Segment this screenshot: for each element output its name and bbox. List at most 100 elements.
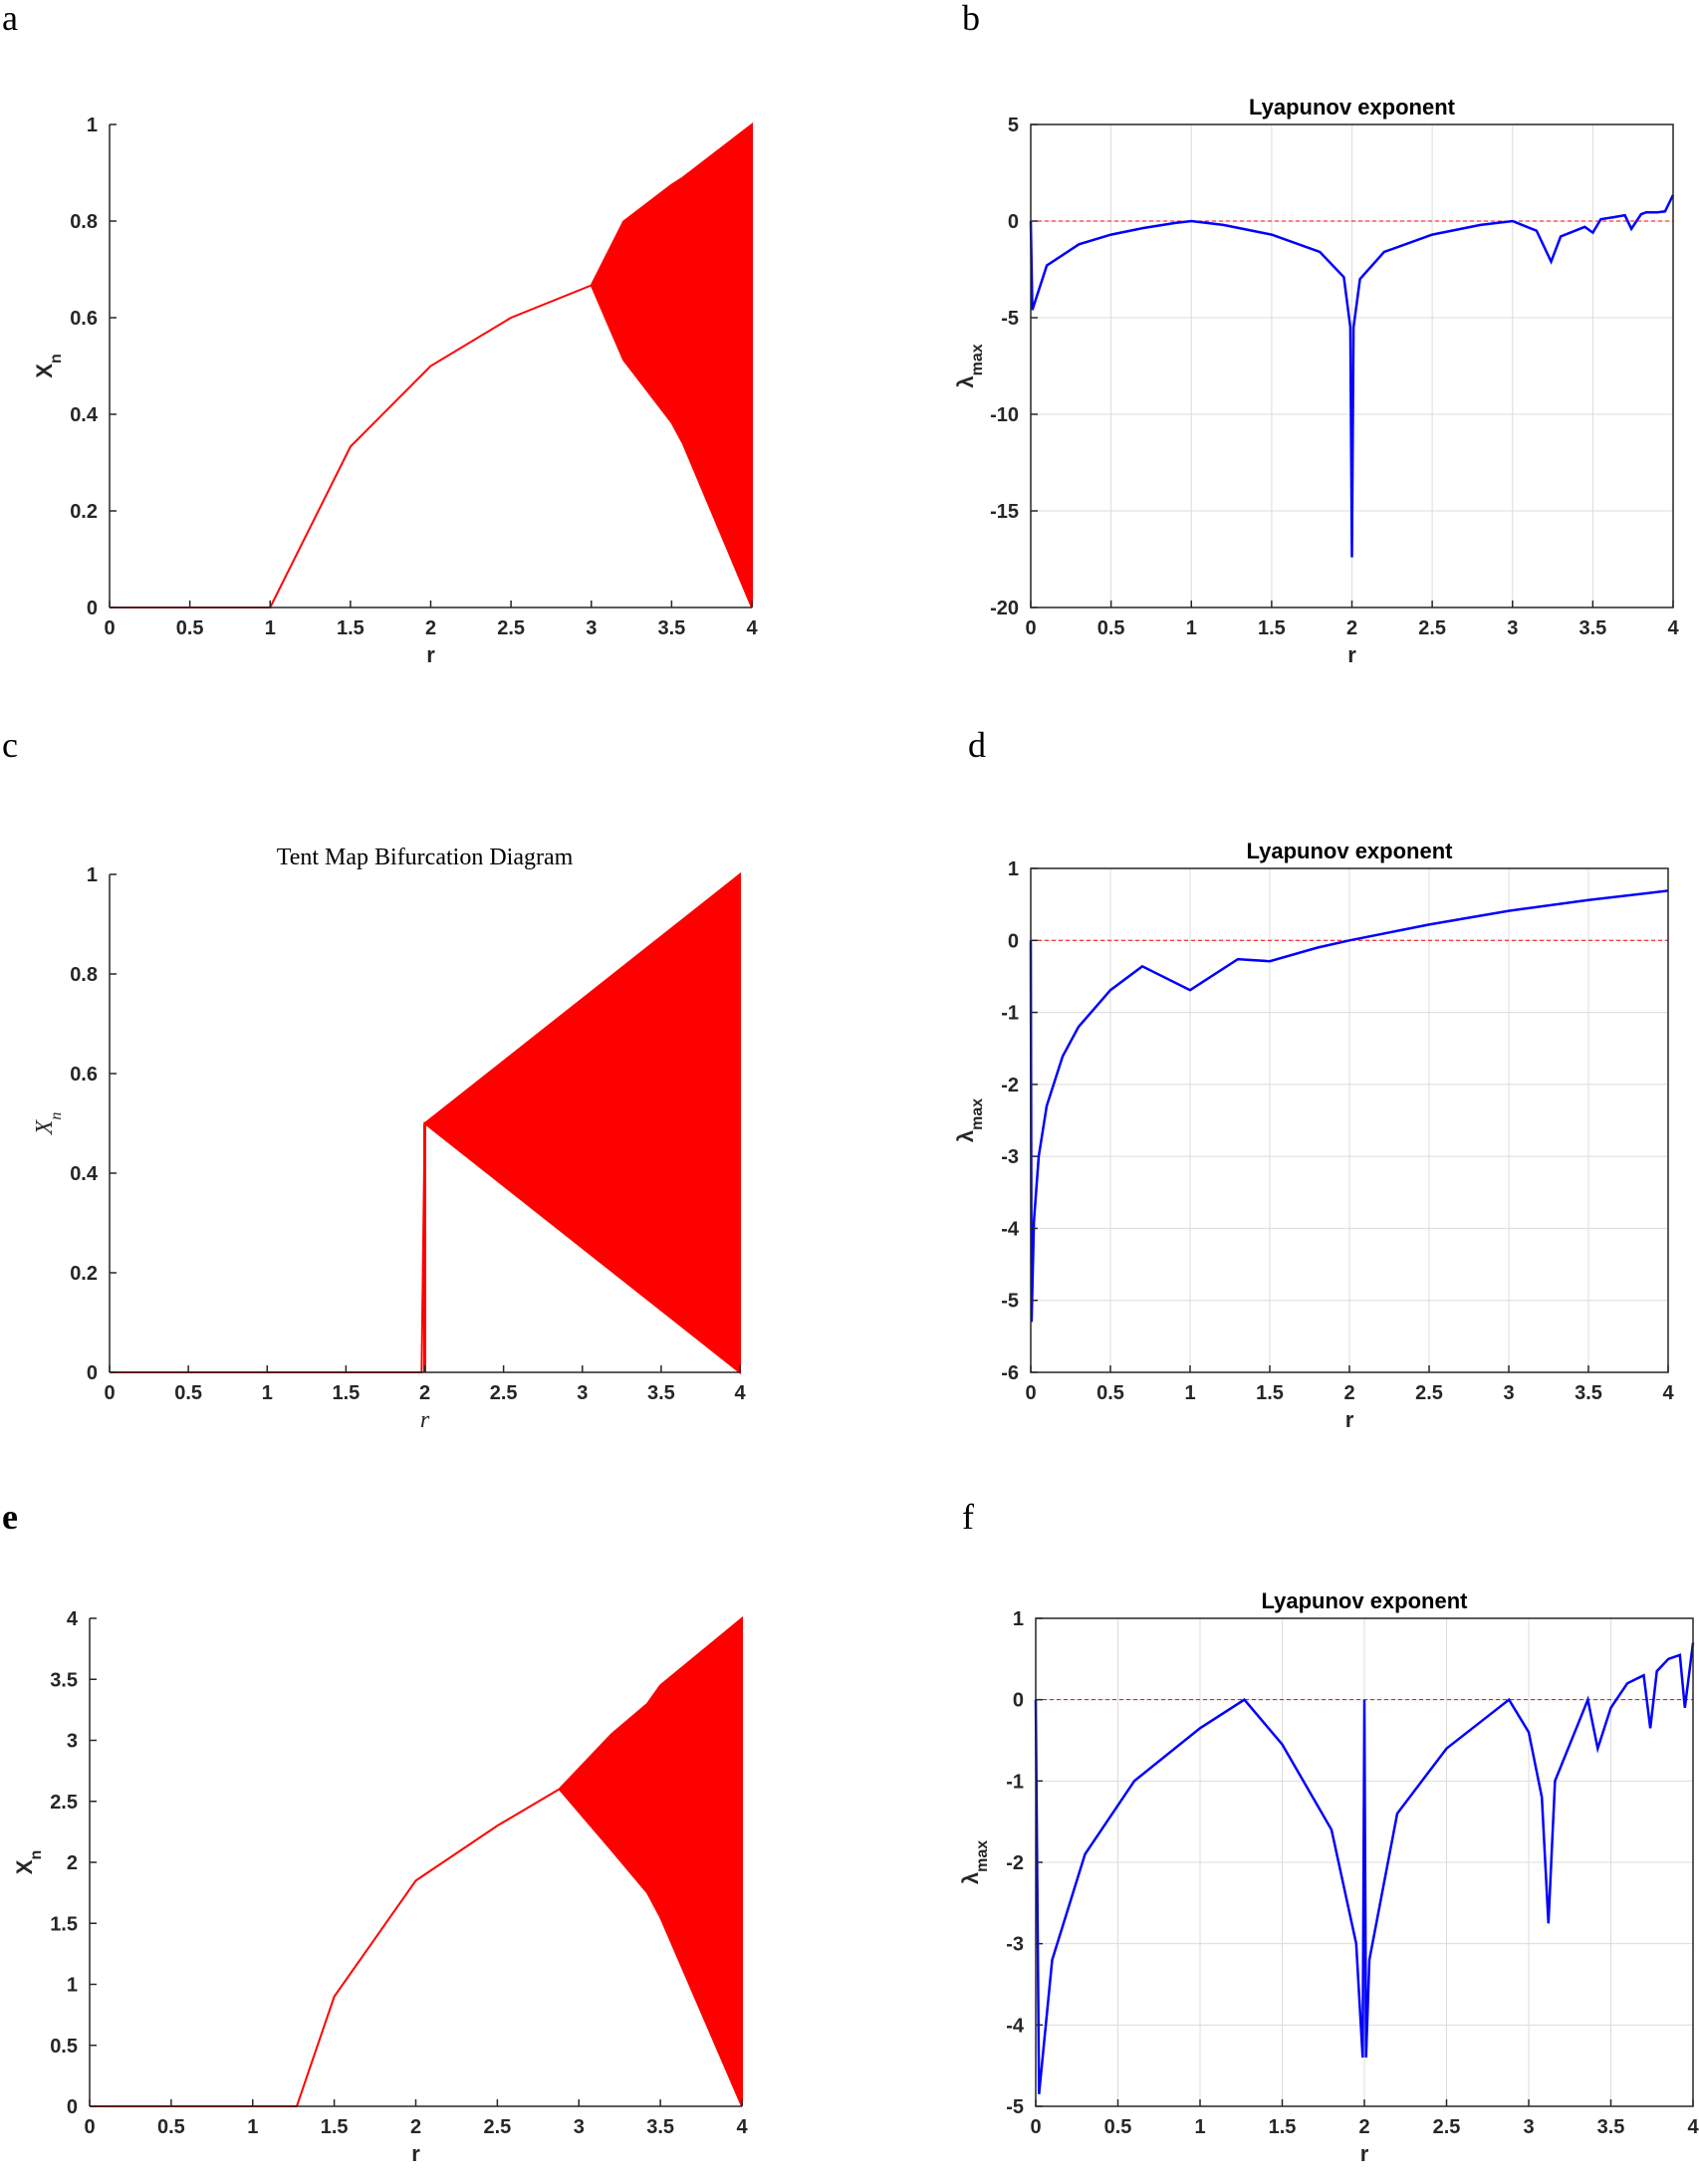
x-tick-label: 0.5: [1104, 2116, 1132, 2138]
charts: 0 0.5 1 1.5 2 2.5 3 3.5 4 0 0.2 0.4 0.6 0.8 1 r Xn 0 0.5 1 1…: [12, 95, 1699, 2166]
x-tick-label: 3: [1503, 1382, 1514, 1404]
y-tick-label: -10: [990, 404, 1019, 426]
y-tick-label: 0: [87, 1362, 98, 1384]
x-axis-label: r: [1360, 2141, 1369, 2166]
y-tick-label: -2: [1001, 1075, 1019, 1096]
y-tick-label: 0.6: [70, 308, 98, 330]
lyapunov-series-line: [1029, 194, 1675, 558]
panel-letter-d: d: [968, 725, 986, 765]
x-tick-label: 4: [746, 617, 758, 639]
y-tick-label: 0: [1008, 930, 1019, 952]
chart-title: Lyapunov exponent: [1262, 1588, 1469, 1613]
chart-panel-d: 0 0.5 1 1.5 2 2.5 3 3.5 4 -6 -5 -4 -3 -2 -1 0 1 r λmax Lyap…: [953, 839, 1674, 1432]
x-tick-label: 3.5: [1597, 2116, 1625, 2138]
lyapunov-series-line: [1029, 889, 1669, 1323]
y-tick-label: 1: [87, 864, 98, 886]
chart-title: Tent Map Bifurcation Diagram: [277, 845, 574, 870]
x-tick-label: 2.5: [490, 1382, 518, 1404]
x-tick-label: 2.5: [1433, 2116, 1461, 2138]
y-axis-label-subscript: max: [969, 344, 986, 375]
y-tick-label: 2.5: [50, 1792, 78, 1814]
y-tick-label: -2: [1006, 1852, 1024, 1874]
x-tick-label: 0.5: [157, 2116, 185, 2138]
y-axis-label: λmax: [953, 344, 986, 387]
x-tick-label: 4: [1662, 1382, 1674, 1404]
x-tick-label: 2: [419, 1382, 430, 1404]
y-tick-label: 0.8: [70, 211, 98, 233]
y-tick-label: 4: [67, 1608, 79, 1630]
chart-panel-e: 0 0.5 1 1.5 2 2.5 3 3.5 4 0 0.5 1 1.5 2 2.5 3 3.5 4 r Xn: [12, 1608, 748, 2166]
y-axis-label: λmax: [953, 1098, 986, 1142]
y-tick-label: -4: [1001, 1218, 1020, 1240]
x-tick-label: 2: [1346, 617, 1357, 639]
y-tick-label: -1: [1001, 1003, 1019, 1025]
x-tick-label: 3: [586, 617, 597, 639]
x-tick-label: 1: [247, 2116, 258, 2138]
y-tick-label: 0.6: [70, 1064, 98, 1086]
y-axis-label-main: X: [12, 1859, 37, 1874]
y-tick-label: -15: [990, 501, 1019, 523]
panel-letter-c: c: [2, 725, 18, 765]
x-tick-label: 1.5: [1256, 1382, 1284, 1404]
y-axis-label-subscript: max: [974, 1840, 991, 1872]
x-tick-label: 1: [262, 1382, 273, 1404]
y-tick-label: 0.8: [70, 964, 98, 986]
y-tick-label: -5: [1006, 2096, 1024, 2118]
x-axis-label: r: [411, 2141, 420, 2166]
x-tick-label: 3.5: [1575, 1382, 1602, 1404]
y-tick-label: -4: [1006, 2015, 1025, 2037]
y-axis-label-main: λ: [958, 1872, 983, 1884]
x-tick-label: 0: [1025, 617, 1036, 639]
x-tick-label: 2: [410, 2116, 421, 2138]
x-axis-label: r: [1345, 1407, 1354, 1432]
x-tick-label: 0: [104, 1382, 115, 1404]
x-tick-label: 3: [577, 1382, 588, 1404]
y-axis-label-subscript: n: [48, 1112, 65, 1120]
y-tick-label: 1: [1013, 1608, 1024, 1630]
y-axis-label: Xn: [32, 354, 65, 377]
y-tick-label: 1.5: [50, 1913, 78, 1935]
chart-panel-b: 0 0.5 1 1.5 2 2.5 3 3.5 4 -20 -15 -10 -5 0 5 r λmax Lyapu…: [953, 95, 1679, 667]
y-tick-label: 1: [67, 1975, 78, 1997]
lyapunov-series-line: [1034, 1642, 1695, 2094]
x-tick-label: 1.5: [1269, 2116, 1297, 2138]
y-tick-label: -3: [1001, 1146, 1019, 1168]
y-tick-label: 0: [87, 598, 98, 619]
x-tick-label: 0: [1025, 1382, 1036, 1404]
panel-letter-f: f: [962, 1497, 974, 1537]
chart-panel-c: 0 0.5 1 1.5 2 2.5 3 3.5 4 0 0.2 0.4 0.6 0.8 1 r Xn Tent M…: [32, 845, 746, 1433]
panel-letter-a: a: [2, 0, 18, 38]
x-tick-label: 1.5: [337, 617, 364, 639]
y-axis-label: λmax: [958, 1840, 991, 1884]
y-axis-label-subscript: max: [969, 1098, 986, 1130]
y-axis-label-main: X: [32, 364, 57, 378]
x-tick-label: 1: [1186, 617, 1197, 639]
bifurcation-region: [110, 121, 753, 608]
y-tick-label: 5: [1008, 115, 1019, 136]
y-tick-label: -5: [1001, 308, 1019, 330]
y-axis-label: Xn: [32, 1112, 65, 1136]
chart-panel-a: 0 0.5 1 1.5 2 2.5 3 3.5 4 0 0.2 0.4 0.6 0.8 1 r Xn: [32, 115, 758, 667]
x-tick-label: 1.5: [332, 1382, 360, 1404]
panel-letter-b: b: [962, 0, 980, 38]
x-tick-label: 3.5: [647, 1382, 675, 1404]
chart-title: Lyapunov exponent: [1249, 95, 1456, 120]
x-tick-label: 0.5: [1097, 617, 1125, 639]
chart-panel-f: 0 0.5 1 1.5 2 2.5 3 3.5 4 -5 -4 -3 -2 -1 0 1 r λmax Lyapun…: [958, 1588, 1699, 2166]
x-tick-label: 0.5: [176, 617, 204, 639]
x-tick-label: 3.5: [657, 617, 685, 639]
x-tick-label: 1.5: [1258, 617, 1286, 639]
x-axis-label: r: [1347, 642, 1356, 667]
x-tick-label: 4: [1667, 617, 1679, 639]
x-tick-label: 1: [1194, 2116, 1205, 2138]
x-tick-label: 2: [425, 617, 436, 639]
y-tick-label: -1: [1006, 1771, 1024, 1793]
y-tick-label: 0.4: [70, 404, 99, 426]
y-tick-label: 0.2: [70, 501, 98, 523]
y-tick-label: 3.5: [50, 1669, 78, 1691]
x-tick-label: 3.5: [1578, 617, 1606, 639]
y-tick-label: 0: [67, 2096, 78, 2118]
y-axis-label-main: X: [32, 1118, 58, 1135]
chart-title: Lyapunov exponent: [1247, 839, 1454, 863]
y-axis-label-main: λ: [953, 1130, 978, 1142]
